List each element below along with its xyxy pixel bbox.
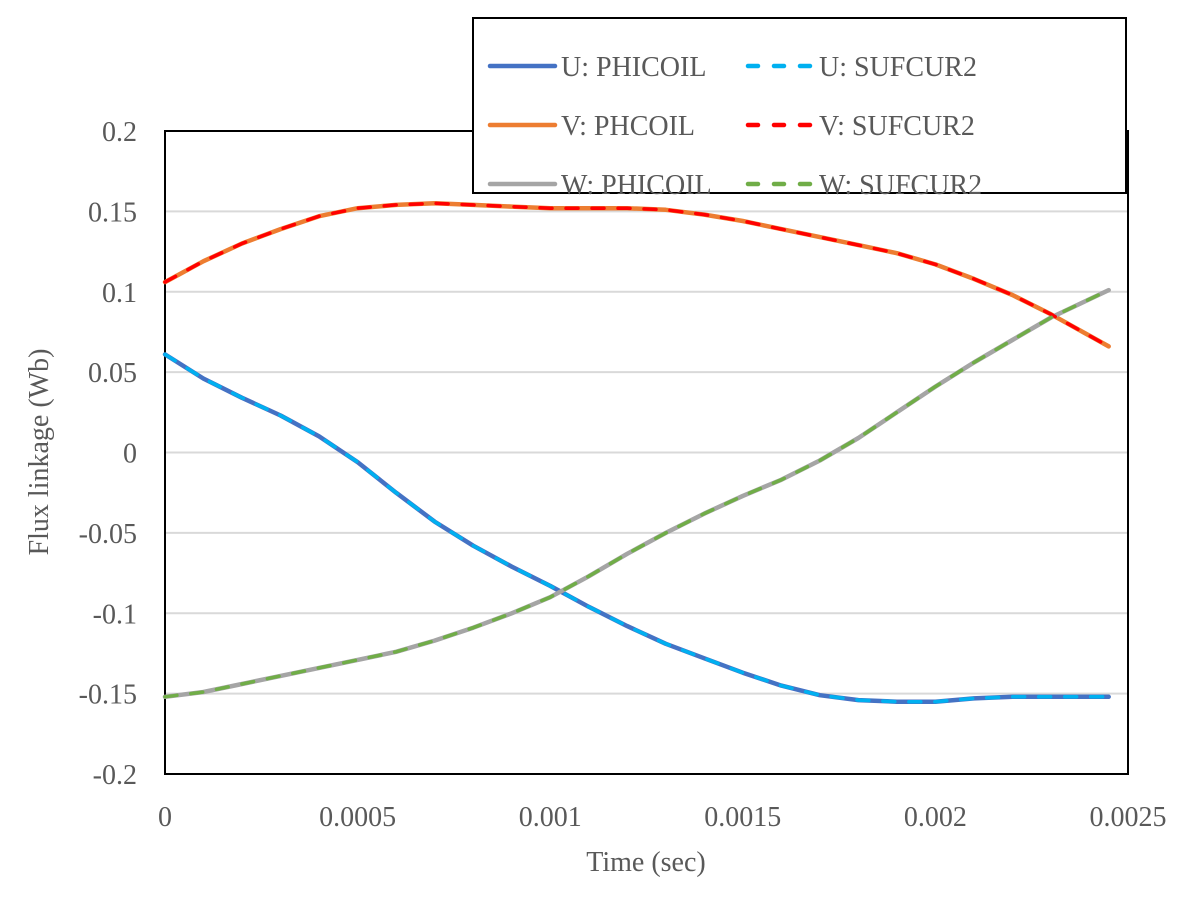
legend-label: W: SUFCUR2 bbox=[819, 170, 982, 201]
x-tick-labels: 0 0.0005 0.001 0.0015 0.002 0.0025 bbox=[158, 802, 1167, 833]
legend-label: U: SUFCUR2 bbox=[819, 52, 977, 83]
legend-box bbox=[472, 17, 1127, 194]
y-tick-label: 0 bbox=[123, 439, 137, 470]
series-line-u-sufcur2 bbox=[163, 352, 1111, 704]
x-tick-label: 0.0015 bbox=[704, 802, 781, 833]
y-tick-label: 0.1 bbox=[102, 278, 137, 309]
y-tick-labels: 0.2 0.15 0.1 0.05 0 -0.05 -0.1 -0.15 -0.2 bbox=[79, 117, 137, 791]
legend-label: V: PHCOIL bbox=[561, 111, 695, 142]
series-line-v-phcoil bbox=[162, 201, 1111, 349]
y-tick-label: -0.15 bbox=[79, 680, 137, 711]
x-tick-label: 0.0005 bbox=[319, 802, 396, 833]
legend-label: U: PHICOIL bbox=[561, 52, 706, 83]
x-axis-label: Time (sec) bbox=[586, 847, 706, 878]
x-tick-label: 0 bbox=[158, 802, 172, 833]
series-lines bbox=[162, 201, 1111, 704]
y-tick-label: 0.2 bbox=[102, 117, 137, 148]
x-tick-label: 0.001 bbox=[519, 802, 582, 833]
x-tick-label: 0.0025 bbox=[1090, 802, 1167, 833]
legend-label: V: SUFCUR2 bbox=[819, 111, 975, 142]
y-tick-label: -0.05 bbox=[79, 519, 137, 550]
series-line-v-sufcur2 bbox=[163, 201, 1111, 349]
series-line-u-phicoil bbox=[162, 352, 1111, 704]
y-axis-label: Flux linkage (Wb) bbox=[24, 349, 55, 556]
y-tick-label: -0.1 bbox=[93, 599, 137, 630]
y-tick-label: 0.15 bbox=[88, 197, 137, 228]
legend: U: PHICOIL V: PHCOIL W: PHICOIL U: SUFCUR2 V… bbox=[472, 17, 1127, 201]
series-line-w-sufcur2 bbox=[163, 288, 1111, 699]
y-tick-label: -0.2 bbox=[93, 760, 137, 791]
y-tick-label: 0.05 bbox=[88, 358, 137, 389]
series-line-w-phicoil bbox=[162, 287, 1111, 700]
x-tick-label: 0.002 bbox=[904, 802, 967, 833]
legend-label: W: PHICOIL bbox=[561, 170, 712, 201]
gridlines bbox=[165, 210, 1128, 695]
